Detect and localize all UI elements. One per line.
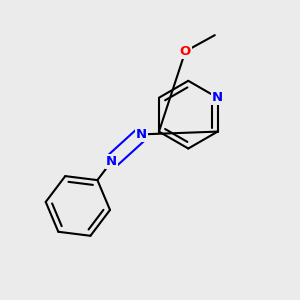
Text: N: N [136, 128, 147, 141]
Text: N: N [212, 91, 223, 104]
Text: O: O [180, 45, 191, 58]
Text: N: N [106, 155, 117, 168]
